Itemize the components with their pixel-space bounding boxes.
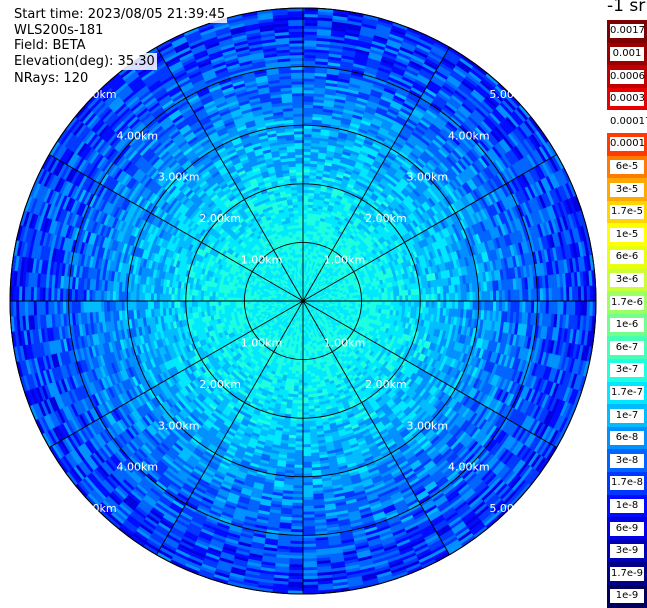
beta-cell [233, 304, 236, 308]
beta-cell [414, 295, 417, 301]
beta-cell [227, 305, 230, 309]
beta-cell [379, 301, 382, 305]
beta-cell [203, 295, 206, 301]
beta-cell [400, 301, 403, 307]
beta-cell [297, 193, 303, 196]
beta-cell [388, 301, 391, 306]
beta-cell [303, 225, 307, 228]
beta-cell [367, 294, 370, 298]
beta-cell [414, 301, 417, 307]
beta-cell [411, 295, 414, 301]
beta-cell [303, 193, 309, 196]
beta-cell [303, 204, 308, 207]
beta-cell [298, 198, 304, 201]
beta-cell [297, 190, 303, 193]
beta-cell [306, 368, 310, 371]
beta-cell [376, 293, 379, 297]
beta-cell [373, 293, 376, 297]
beta-cell [303, 222, 307, 225]
beta-cell [303, 400, 309, 403]
beta-cell [297, 412, 303, 415]
beta-cell [209, 296, 212, 301]
beta-cell [297, 400, 303, 403]
beta-cell [218, 296, 221, 301]
beta-cell [195, 301, 198, 307]
beta-cell [303, 196, 309, 199]
beta-cell [303, 198, 309, 201]
beta-cell [212, 296, 215, 301]
beta-cell [297, 403, 303, 406]
beta-cell [303, 207, 308, 210]
beta-cell [303, 406, 309, 409]
beta-cell [405, 295, 408, 301]
beta-cell [296, 234, 300, 237]
beta-cell [306, 365, 310, 368]
beta-cell [227, 297, 230, 301]
beta-cell [303, 178, 310, 181]
beta-cell [405, 301, 408, 307]
beta-cell [303, 210, 308, 213]
beta-cell [303, 213, 308, 216]
beta-cell [198, 301, 201, 307]
beta-cell [221, 296, 224, 301]
beta-cell [303, 190, 309, 193]
beta-cell [298, 383, 303, 386]
beta-cell [376, 301, 379, 305]
beta-cell [303, 219, 308, 222]
beta-cell [297, 196, 303, 199]
beta-cell [370, 294, 373, 298]
beta-cell [299, 377, 303, 380]
beta-cell [189, 295, 192, 301]
beta-cell [200, 301, 203, 307]
beta-cell [297, 187, 303, 190]
beta-cell [236, 304, 239, 308]
beta-cell [408, 295, 411, 301]
beta-cell [297, 409, 303, 412]
beta-cell [195, 295, 198, 301]
beta-cell [382, 301, 385, 306]
beta-cell [192, 301, 195, 307]
beta-cell [303, 403, 309, 406]
beta-cell [303, 216, 308, 219]
beta-cell [303, 187, 309, 190]
beta-cell [189, 301, 192, 307]
beta-cell [298, 389, 303, 392]
beta-cell [206, 296, 209, 301]
beta-cell [303, 409, 309, 412]
beta-cell [224, 297, 227, 301]
beta-cell [295, 225, 299, 228]
beta-cell [303, 412, 309, 415]
beta-cell [297, 406, 303, 409]
beta-cell [296, 421, 303, 424]
beta-cell [299, 374, 303, 377]
beta-cell [402, 301, 405, 307]
beta-cell [307, 374, 311, 377]
beta-cell [298, 392, 303, 395]
beta-cell [298, 386, 303, 389]
beta-cell [230, 304, 233, 308]
beta-cell [303, 421, 310, 424]
beta-cell [298, 395, 303, 398]
beta-cell [391, 301, 394, 306]
beta-cell [192, 295, 195, 301]
beta-cell [295, 228, 299, 231]
beta-cell [402, 296, 405, 302]
beta-cell [423, 301, 426, 308]
beta-cell [296, 231, 300, 234]
beta-cell [215, 296, 218, 301]
beta-cell [411, 301, 414, 307]
beta-cell [303, 201, 309, 204]
beta-cell [408, 301, 411, 307]
beta-cell [297, 398, 303, 401]
beta-cell [200, 295, 203, 301]
beta-cell [198, 295, 201, 301]
beta-cell [298, 380, 303, 383]
beta-cell [423, 295, 426, 302]
beta-cell [397, 301, 400, 306]
beta-cell [394, 301, 397, 306]
beta-cell [385, 301, 388, 306]
beta-cell [306, 371, 310, 374]
